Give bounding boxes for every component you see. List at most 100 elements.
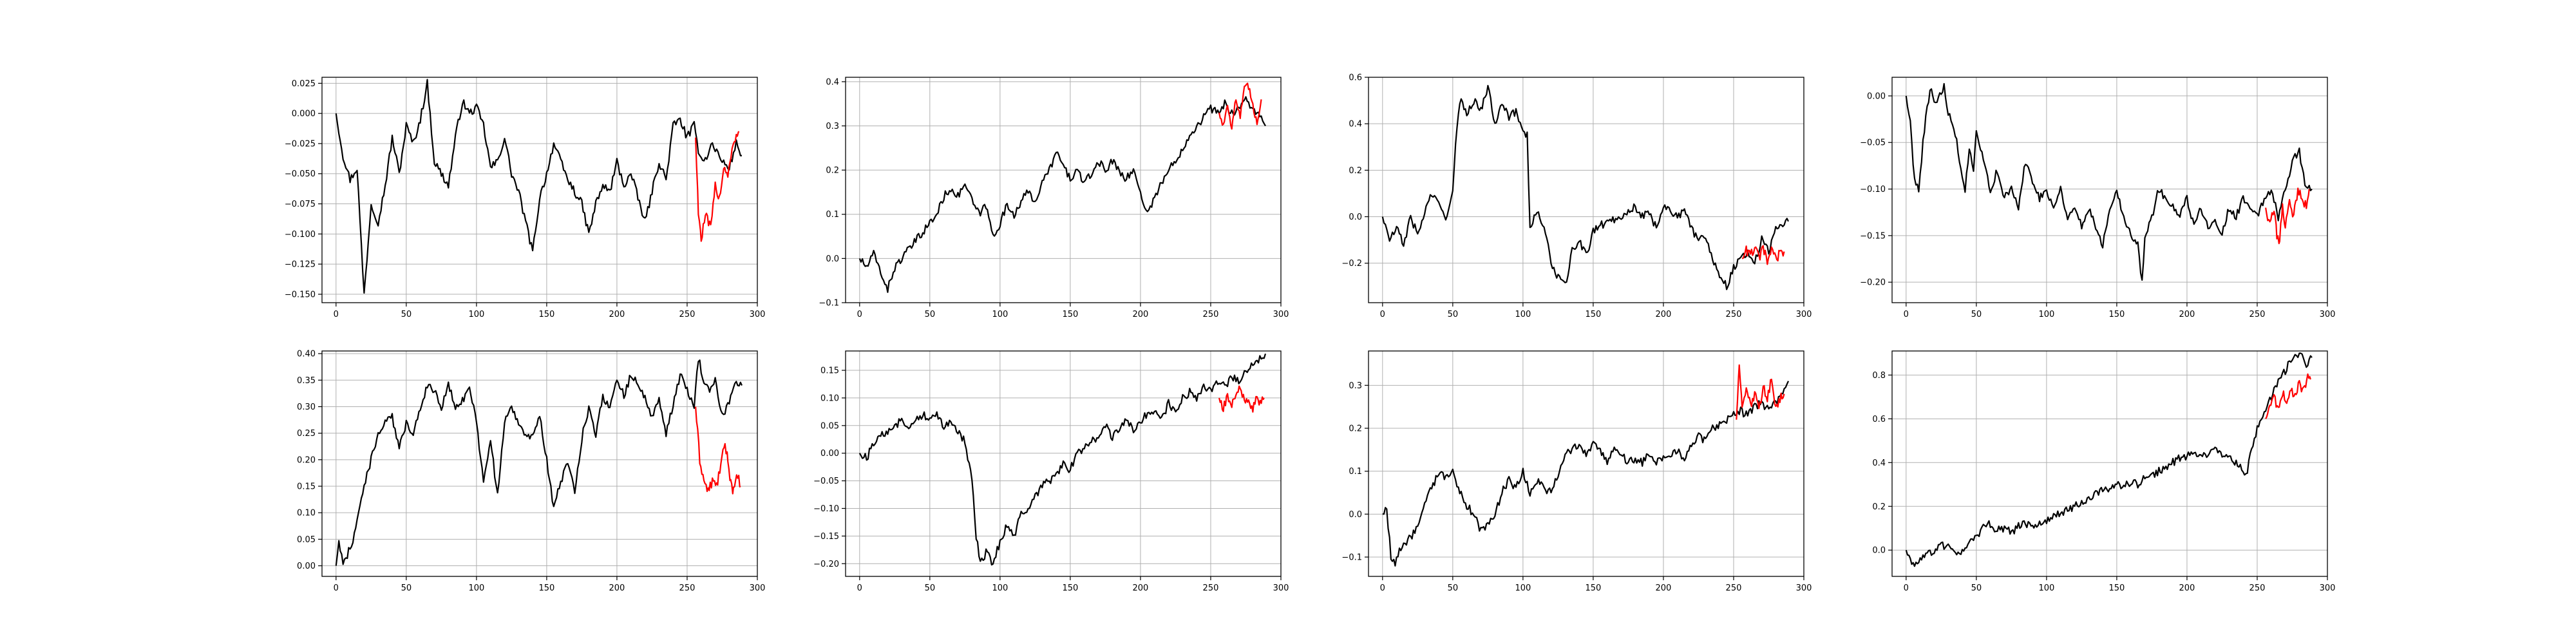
x-tick-label: 0: [857, 310, 862, 319]
y-tick-label: 0.20: [297, 455, 316, 465]
y-tick-label: 0.0: [826, 254, 839, 264]
y-tick-label: 0.025: [292, 79, 316, 89]
y-tick-label: 0.10: [820, 393, 839, 403]
series-predicted-line: [695, 406, 741, 495]
axes-frame: [321, 350, 758, 577]
x-tick-label: 150: [2108, 310, 2125, 319]
x-tick-label: 150: [1585, 310, 1601, 319]
y-tick-label: −0.075: [285, 200, 316, 209]
x-tick-label: 250: [1726, 310, 1742, 319]
axes-frame: [845, 350, 1282, 577]
x-tick-label: 250: [2249, 583, 2266, 593]
x-tick-label: 50: [925, 310, 936, 319]
x-tick-label: 250: [679, 583, 696, 593]
y-tick-label: −0.10: [1860, 185, 1886, 194]
x-tick-label: 300: [1273, 310, 1289, 319]
subplot-1: 0 50 100 150 200 250 300 −0.150 −0.125 −0.100 −0.0…: [285, 77, 766, 319]
x-tick-label: 100: [1515, 583, 1531, 593]
y-tick-label: 0.30: [297, 402, 316, 412]
x-tick-label: 250: [679, 310, 696, 319]
x-tick-label: 50: [1971, 583, 1982, 593]
y-tick-label: 0.40: [297, 350, 316, 359]
x-tick-label: 100: [1515, 310, 1531, 319]
series-predicted-line: [1218, 385, 1265, 413]
y-tick-label: 0.35: [297, 376, 316, 386]
y-tick-label: 0.2: [1872, 502, 1886, 512]
y-tick-label: 0.05: [297, 535, 316, 545]
axes-frame: [321, 77, 758, 303]
x-tick-label: 300: [1796, 583, 1812, 593]
y-tick-label: 0.000: [292, 109, 316, 119]
axes-frame: [1368, 350, 1804, 577]
x-tick-label: 50: [1448, 310, 1459, 319]
y-tick-label: −0.025: [285, 139, 316, 149]
x-tick-label: 50: [925, 583, 936, 593]
y-tick-label: 0.05: [820, 421, 839, 431]
y-tick-label: 0.3: [1349, 381, 1362, 391]
series-predicted-line: [2265, 373, 2311, 419]
y-tick-label: −0.2: [1341, 259, 1362, 269]
series-actual-line: [335, 359, 743, 566]
x-tick-label: 300: [2320, 583, 2336, 593]
series-actual-line: [1382, 381, 1789, 567]
y-tick-label: 0.00: [297, 562, 316, 571]
y-tick-label: 0.0: [1872, 546, 1886, 556]
y-tick-label: −0.125: [285, 260, 316, 270]
series-predicted-line: [695, 131, 740, 242]
x-tick-label: 300: [1796, 310, 1812, 319]
y-tick-label: 0.0: [1349, 213, 1362, 222]
axes-frame: [845, 77, 1282, 303]
series-predicted-line: [1741, 245, 1785, 265]
series-predicted-line: [1218, 82, 1262, 130]
x-tick-label: 250: [2249, 310, 2266, 319]
y-tick-label: 0.6: [1349, 73, 1362, 83]
x-tick-label: 200: [1656, 583, 1672, 593]
y-tick-label: 0.4: [1872, 459, 1886, 468]
x-tick-label: 50: [1971, 310, 1982, 319]
series-actual-line: [858, 96, 1266, 293]
y-tick-label: 0.2: [1349, 166, 1362, 176]
x-tick-label: 0: [857, 583, 862, 593]
y-tick-label: 0.25: [297, 429, 316, 439]
x-tick-label: 100: [468, 583, 484, 593]
x-tick-label: 200: [1133, 310, 1149, 319]
series-actual-line: [1381, 84, 1789, 290]
subplot-4: 0 50 100 150 200 250 300 −0.20 −0.15 −0.10 −0.05 0.…: [1860, 77, 2335, 319]
x-tick-label: 0: [1904, 310, 1909, 319]
plot-area: [322, 77, 757, 303]
plot-area: [1368, 77, 1804, 303]
x-tick-label: 0: [1904, 583, 1909, 593]
x-tick-label: 300: [750, 310, 766, 319]
y-tick-label: 0.00: [1867, 91, 1886, 101]
y-tick-label: −0.10: [813, 504, 839, 514]
plot-area: [322, 351, 757, 576]
y-tick-label: 0.6: [1872, 415, 1886, 424]
x-tick-label: 300: [750, 583, 766, 593]
y-tick-label: 0.15: [297, 482, 316, 492]
y-tick-label: −0.20: [1860, 278, 1886, 288]
y-tick-label: 0.3: [826, 122, 839, 131]
y-tick-label: 0.8: [1872, 371, 1886, 381]
plot-area: [1892, 351, 2327, 576]
subplot-5: 0 50 100 150 200 250 300 0.00 0.05 0.10 0.15 0.20 0.…: [297, 350, 765, 593]
x-tick-label: 200: [1133, 583, 1149, 593]
x-tick-label: 50: [1448, 583, 1459, 593]
y-tick-label: 0.15: [820, 366, 839, 376]
y-tick-label: −0.05: [813, 477, 839, 486]
x-tick-label: 100: [992, 310, 1008, 319]
subplot-7: 0 50 100 150 200 250 300 −0.1 0.0 0.1 0.2 0.3: [1341, 350, 1812, 593]
plot-area: [846, 77, 1281, 303]
x-tick-label: 150: [1062, 583, 1078, 593]
y-tick-label: 0.2: [826, 166, 839, 176]
x-tick-label: 300: [1273, 583, 1289, 593]
x-tick-label: 0: [1380, 310, 1385, 319]
x-tick-label: 150: [1585, 583, 1601, 593]
axes-frame: [1368, 77, 1804, 303]
y-tick-label: −0.15: [1860, 231, 1886, 241]
x-tick-label: 0: [334, 583, 339, 593]
x-tick-label: 300: [2320, 310, 2336, 319]
x-tick-label: 250: [1203, 310, 1219, 319]
y-tick-label: −0.1: [1341, 553, 1362, 563]
x-tick-label: 200: [609, 310, 625, 319]
